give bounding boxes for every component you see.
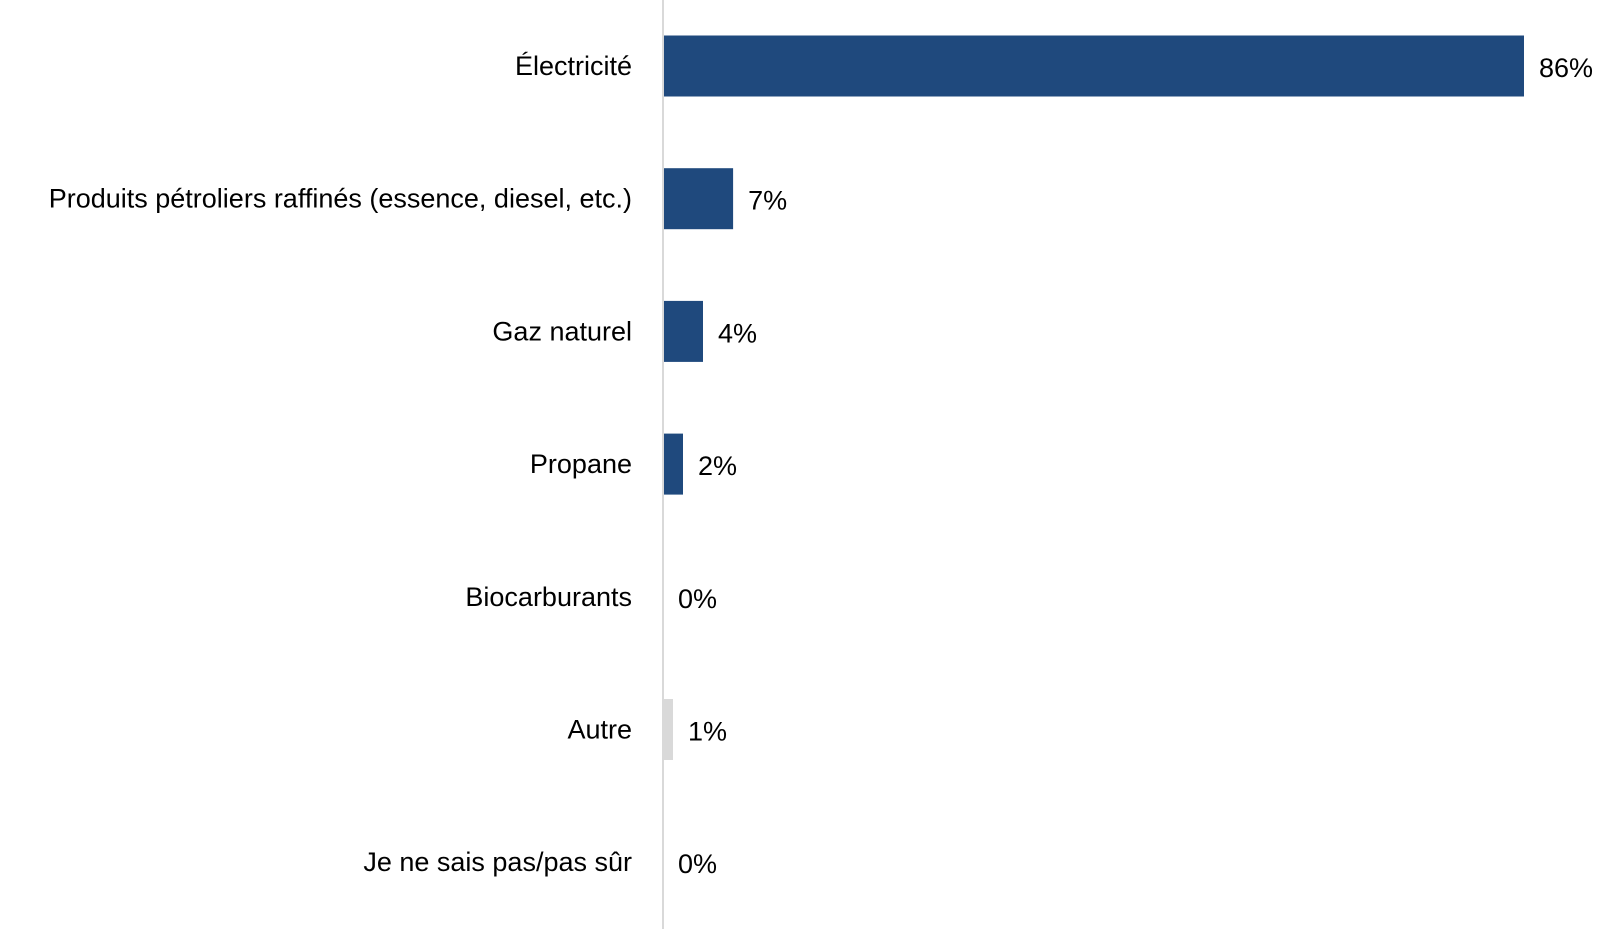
category-label: Gaz naturel	[492, 316, 632, 346]
value-label: 2%	[698, 451, 737, 481]
category-label: Propane	[530, 449, 632, 479]
bar	[663, 35, 1524, 97]
category-label: Électricité	[515, 51, 632, 81]
value-label: 0%	[678, 849, 717, 879]
value-label: 7%	[748, 186, 787, 216]
value-label: 86%	[1539, 53, 1593, 83]
bars-layer	[663, 35, 1524, 760]
bar	[663, 168, 734, 230]
category-label: Je ne sais pas/pas sûr	[363, 847, 632, 877]
value-label: 1%	[688, 717, 727, 747]
value-label: 0%	[678, 584, 717, 614]
bar	[663, 300, 703, 362]
bar	[663, 433, 683, 495]
category-label: Produits pétroliers raffinés (essence, d…	[49, 184, 632, 214]
category-labels-layer: Électricité Produits pétroliers raffinés …	[49, 51, 632, 877]
bar	[663, 699, 673, 760]
category-label: Biocarburants	[465, 582, 632, 612]
value-label: 4%	[718, 318, 757, 348]
category-label: Autre	[567, 715, 632, 745]
value-labels-layer: 86% 7% 4% 2% 0% 1% 0%	[678, 53, 1593, 879]
